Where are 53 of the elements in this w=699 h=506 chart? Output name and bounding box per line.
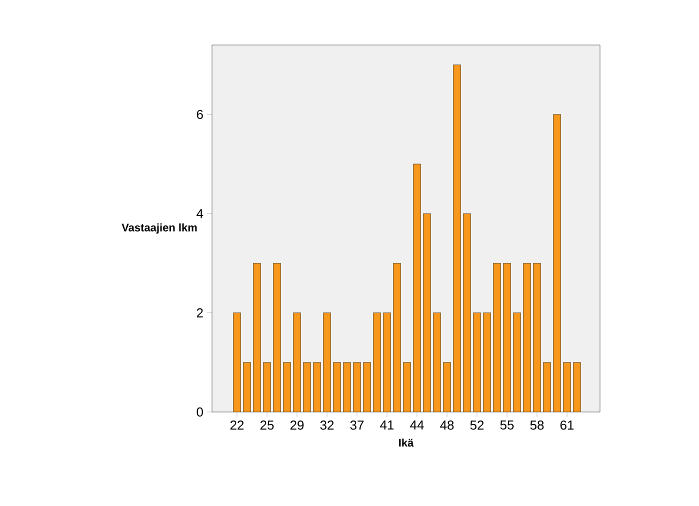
x-tick-label: 48 (440, 420, 454, 430)
bar (493, 263, 501, 412)
bar (483, 312, 491, 412)
x-tick-label: 32 (320, 420, 334, 430)
y-tick-label: 6 (196, 110, 203, 120)
x-tick-label: 44 (410, 420, 424, 430)
bar (403, 362, 411, 412)
x-tick-label: 25 (260, 420, 274, 430)
bar (543, 362, 551, 412)
x-tick-label: 41 (380, 420, 394, 430)
y-tick-label: 0 (196, 407, 203, 417)
x-tick-label: 22 (230, 420, 244, 430)
x-tick-label: 52 (470, 420, 484, 430)
bar (513, 312, 521, 412)
bar (343, 362, 351, 412)
bar (243, 362, 251, 412)
bar (233, 312, 241, 412)
bar (443, 362, 451, 412)
bar (313, 362, 321, 412)
x-tick-label: 29 (290, 420, 304, 430)
bar (303, 362, 311, 412)
bar (423, 213, 431, 412)
bar (563, 362, 571, 412)
bar (363, 362, 371, 412)
bar (253, 263, 261, 412)
bar (373, 312, 381, 412)
bar (353, 362, 361, 412)
bar (463, 213, 471, 412)
bar (383, 312, 391, 412)
bar (293, 312, 301, 412)
x-tick-label: 37 (350, 420, 364, 430)
bar (553, 114, 561, 412)
y-axis-title: Vastaajien lkm (122, 223, 197, 234)
bar (393, 263, 401, 412)
bar (263, 362, 271, 412)
bar (503, 263, 511, 412)
bar (333, 362, 341, 412)
bar (453, 64, 461, 412)
x-axis-title: Ikä (399, 438, 414, 447)
bar (433, 312, 441, 412)
y-tick-label: 4 (196, 209, 204, 218)
bar (533, 263, 541, 412)
bar (323, 312, 331, 412)
bar (413, 164, 421, 412)
bar (523, 263, 531, 412)
x-tick-label: 55 (500, 420, 514, 430)
bar (283, 362, 291, 412)
x-tick-label: 61 (560, 420, 574, 430)
bar (473, 312, 481, 412)
bar (273, 263, 281, 412)
bar (573, 362, 581, 412)
y-tick-label: 2 (196, 308, 203, 318)
x-tick-label: 58 (530, 420, 544, 430)
